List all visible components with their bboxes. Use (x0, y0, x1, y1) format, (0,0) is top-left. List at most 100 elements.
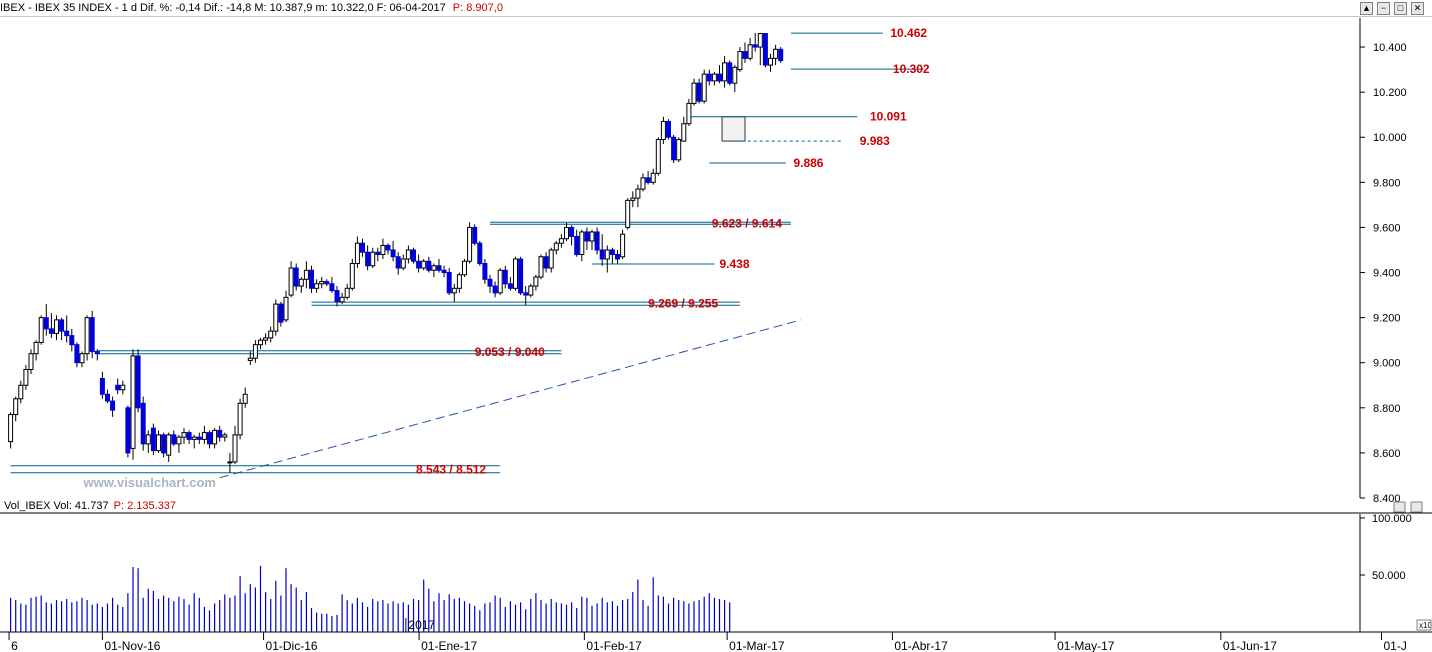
candle-body[interactable] (74, 344, 80, 364)
candle-body[interactable] (706, 73, 712, 82)
candle-body[interactable] (564, 226, 569, 240)
candle-body[interactable] (717, 73, 722, 82)
candle-body[interactable] (110, 400, 116, 411)
candle-body[interactable] (105, 393, 110, 402)
scroll-up-button[interactable]: ▲ (1360, 2, 1373, 15)
candle-body[interactable] (778, 48, 784, 62)
candle-body[interactable] (732, 66, 738, 84)
candle-body[interactable] (686, 102, 692, 125)
candle-body[interactable] (660, 120, 666, 140)
candle-body[interactable] (722, 62, 728, 82)
candle-body[interactable] (523, 292, 529, 296)
candle-body[interactable] (655, 139, 661, 174)
candle-body[interactable] (742, 51, 748, 59)
candle-body[interactable] (339, 296, 345, 303)
candle-body[interactable] (762, 33, 768, 66)
candle-body[interactable] (451, 287, 457, 294)
candle-body[interactable] (768, 57, 773, 66)
candle-body[interactable] (579, 231, 585, 255)
candle-body[interactable] (482, 263, 488, 280)
candle-body[interactable] (196, 436, 202, 440)
candle-body[interactable] (298, 278, 304, 287)
candle-body[interactable] (263, 337, 269, 341)
candle-body[interactable] (79, 353, 85, 364)
candle-body[interactable] (38, 317, 44, 343)
candle-body[interactable] (416, 260, 422, 269)
candle-body[interactable] (456, 274, 462, 289)
candle-body[interactable] (217, 429, 223, 438)
candle-body[interactable] (472, 226, 478, 244)
candle-body[interactable] (752, 44, 758, 48)
candle-body[interactable] (604, 249, 610, 260)
candle-body[interactable] (288, 267, 294, 296)
candle-body[interactable] (293, 267, 299, 287)
candle-body[interactable] (135, 355, 141, 409)
candle-body[interactable] (553, 242, 559, 251)
candle-body[interactable] (380, 244, 386, 255)
resistance-box[interactable] (721, 116, 746, 142)
candle-body[interactable] (528, 285, 534, 296)
candle-body[interactable] (349, 263, 355, 289)
candle-body[interactable] (609, 249, 615, 255)
candle-body[interactable] (360, 242, 365, 253)
candle-body[interactable] (252, 344, 258, 359)
candle-body[interactable] (166, 434, 172, 456)
candle-body[interactable] (207, 432, 212, 445)
candle-body[interactable] (701, 73, 707, 102)
candle-body[interactable] (548, 249, 554, 269)
candle-body[interactable] (54, 319, 59, 334)
candle-body[interactable] (441, 269, 447, 274)
candle-body[interactable] (737, 51, 743, 71)
candle-body[interactable] (645, 177, 651, 183)
maximize-button[interactable]: □ (1394, 2, 1407, 15)
candle-body[interactable] (773, 48, 779, 59)
candle-body[interactable] (533, 276, 539, 287)
candle-body[interactable] (191, 436, 197, 440)
candle-body[interactable] (630, 197, 636, 201)
candle-body[interactable] (487, 278, 493, 287)
candle-body[interactable] (120, 384, 126, 391)
candle-body[interactable] (156, 434, 161, 452)
candle-body[interactable] (232, 434, 238, 463)
candle-body[interactable] (171, 434, 177, 445)
candle-body[interactable] (747, 44, 753, 59)
candle-body[interactable] (518, 258, 524, 294)
candle-body[interactable] (94, 350, 100, 355)
candle-body[interactable] (201, 432, 207, 440)
candle-body[interactable] (390, 249, 396, 258)
candle-body[interactable] (303, 269, 309, 280)
minimize-button[interactable]: − (1377, 2, 1390, 15)
candle-body[interactable] (181, 432, 187, 438)
candle-body[interactable] (140, 402, 146, 445)
candle-body[interactable] (558, 238, 564, 244)
candle-body[interactable] (507, 283, 513, 289)
volume-close-button[interactable] (1410, 501, 1423, 513)
candle-body[interactable] (69, 335, 75, 346)
close-button[interactable]: ✕ (1411, 2, 1424, 15)
trend-line[interactable] (219, 319, 802, 479)
candle-body[interactable] (18, 384, 24, 400)
candle-body[interactable] (344, 287, 350, 298)
candle-body[interactable] (615, 253, 620, 260)
candle-body[interactable] (640, 177, 646, 190)
candle-body[interactable] (23, 368, 29, 386)
candle-body[interactable] (543, 256, 549, 269)
candle-body[interactable] (150, 427, 156, 452)
candle-body[interactable] (426, 260, 432, 271)
candle-body[interactable] (186, 432, 192, 440)
candle-body[interactable] (309, 269, 314, 289)
candle-body[interactable] (691, 82, 697, 104)
candle-body[interactable] (757, 33, 763, 48)
candle-body[interactable] (161, 434, 167, 454)
candle-body[interactable] (8, 414, 14, 443)
candle-body[interactable] (431, 265, 437, 271)
candle-body[interactable] (477, 242, 483, 265)
candle-body[interactable] (324, 281, 330, 285)
candle-body[interactable] (273, 303, 279, 332)
candle-body[interactable] (125, 407, 131, 454)
candle-body[interactable] (492, 285, 498, 294)
candle-body[interactable] (635, 188, 641, 199)
candle-body[interactable] (696, 82, 702, 102)
candle-body[interactable] (329, 283, 335, 292)
candle-body[interactable] (48, 328, 54, 334)
